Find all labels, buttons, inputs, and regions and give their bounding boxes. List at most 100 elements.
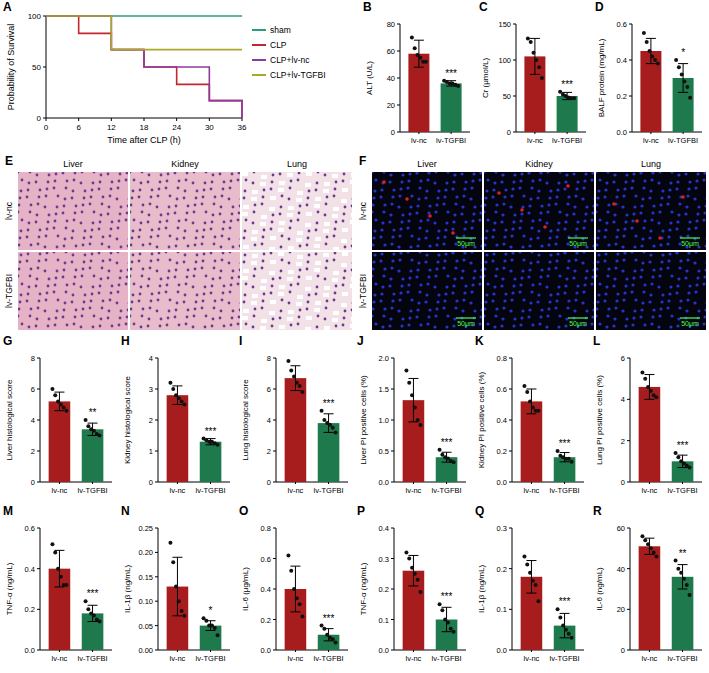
x-tick [649, 650, 650, 652]
nucleus [35, 181, 38, 184]
data-point [685, 583, 689, 587]
nucleus [424, 260, 427, 263]
nucleus [460, 276, 463, 279]
nucleus [289, 227, 292, 230]
nucleus [272, 278, 275, 281]
significance: *** [441, 591, 453, 602]
nucleus [75, 309, 78, 312]
legend-swatch [252, 59, 266, 61]
nucleus [593, 301, 594, 304]
nucleus [35, 285, 38, 288]
nucleus [478, 282, 481, 285]
nucleus [132, 230, 135, 233]
data-point [50, 387, 54, 391]
alveolus [278, 228, 284, 232]
nucleus [239, 205, 240, 208]
y-tick [397, 51, 400, 52]
nucleus [315, 293, 318, 296]
nucleus [176, 262, 179, 265]
nucleus [686, 234, 689, 237]
data-point [531, 579, 535, 583]
x-tick-label: lv-nc [170, 654, 186, 663]
nucleus [110, 228, 113, 231]
alveolus [287, 317, 293, 321]
nucleus [243, 261, 246, 264]
nucleus [109, 235, 112, 238]
nucleus [522, 234, 525, 237]
nucleus [374, 218, 377, 221]
y-axis-title: Liver histological score [5, 379, 14, 460]
nucleus [444, 228, 447, 231]
nucleus [186, 172, 189, 174]
nucleus [19, 237, 22, 240]
data-point [532, 51, 536, 55]
nucleus [451, 187, 454, 190]
y-tick [627, 399, 630, 400]
nucleus [426, 282, 429, 285]
nucleus [540, 244, 543, 247]
nucleus [201, 203, 204, 206]
nucleus [529, 197, 532, 200]
y-tick [37, 650, 40, 651]
nucleus [272, 214, 275, 217]
nucleus [684, 172, 687, 175]
nucleus [75, 245, 78, 248]
nucleus [195, 261, 198, 264]
nucleus [491, 235, 494, 238]
x-tick-label: lv-nc [406, 486, 422, 495]
nucleus [685, 205, 688, 208]
x-tick-label: 6 [76, 123, 81, 132]
nucleus [484, 172, 486, 174]
nucleus [20, 294, 23, 297]
legend-entry: CLP+lv-nc [252, 55, 310, 65]
nucleus [521, 269, 524, 272]
nucleus [574, 298, 577, 301]
alveolus [252, 254, 258, 258]
nucleus [522, 258, 525, 261]
nucleus [26, 260, 29, 263]
nucleus [373, 189, 376, 192]
nucleus [138, 260, 141, 263]
significance: *** [323, 398, 335, 409]
nucleus [29, 172, 32, 173]
nucleus [93, 172, 96, 173]
nucleus [80, 286, 83, 289]
nucleus [428, 204, 431, 207]
nucleus [504, 292, 507, 295]
micrograph [372, 252, 482, 330]
nucleus [493, 181, 496, 184]
alveolus [288, 246, 294, 250]
nucleus [46, 292, 49, 295]
y-axis-title: IL-6 (ng/mL) [595, 567, 604, 611]
scale-bar-label: 50μm [681, 240, 699, 248]
nucleus [281, 235, 284, 238]
data-point [59, 575, 63, 579]
nucleus [71, 197, 74, 200]
nucleus [73, 323, 76, 326]
y-tick [37, 528, 40, 529]
nucleus [166, 284, 169, 287]
y-tick-label: 0.0 [379, 646, 389, 655]
nucleus [556, 292, 559, 295]
x-tick-label: lv-nc [411, 136, 427, 145]
nucleus [558, 172, 561, 174]
y-tick-label: 4 [149, 354, 153, 363]
nucleus [548, 300, 551, 303]
nucleus [230, 324, 233, 327]
bar [318, 635, 340, 650]
nucleus [380, 252, 383, 255]
nucleus [148, 214, 151, 217]
nucleus [220, 270, 223, 273]
micrograph [130, 172, 240, 250]
nucleus [416, 244, 419, 247]
nucleus [280, 246, 283, 249]
y-tick [37, 568, 40, 569]
nucleus [254, 308, 257, 311]
nucleus [102, 300, 105, 303]
alveolus [323, 293, 329, 297]
data-point [558, 90, 562, 94]
nucleus [392, 292, 395, 295]
nucleus [380, 188, 383, 191]
nucleus [419, 323, 422, 326]
nucleus [454, 202, 457, 205]
